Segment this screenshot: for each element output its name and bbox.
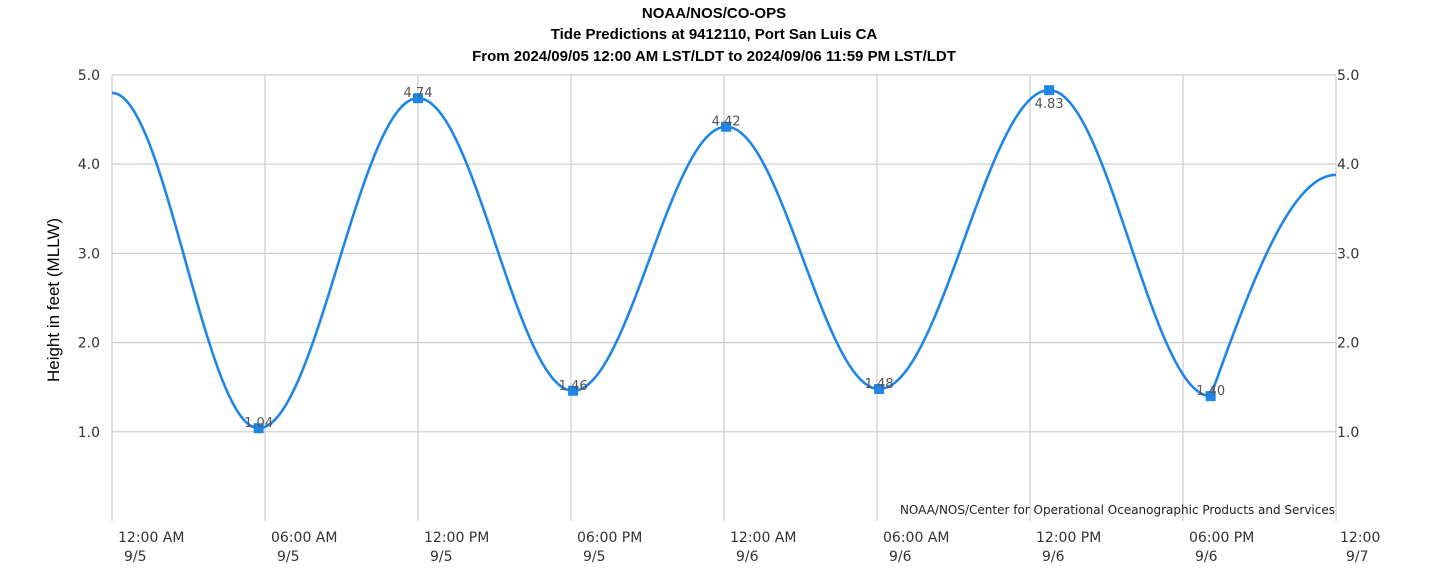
y-axis-right: 1.0 2.0 3.0 4.0 5.0	[1337, 68, 1359, 441]
chart-title-line-2: Tide Predictions at 9412110, Port San Lu…	[551, 26, 878, 43]
x-tick-label-time: 12:00 PM	[1036, 530, 1101, 546]
y-axis-left: 1.0 2.0 3.0 4.0 5.0	[78, 68, 100, 441]
y-tick-label-right: 3.0	[1337, 246, 1359, 262]
x-tick-label-time: 12:00	[1340, 530, 1380, 546]
x-tick-label-time: 06:00 AM	[271, 530, 337, 546]
y-tick-label-left: 1.0	[78, 425, 100, 441]
x-tick-label-time: 12:00 AM	[118, 530, 184, 546]
y-tick-label-left: 5.0	[78, 68, 100, 84]
x-tick-label-time: 06:00 AM	[883, 530, 949, 546]
high-tide-marker[interactable]	[413, 93, 423, 104]
x-tick-label-time: 06:00 PM	[1189, 530, 1254, 546]
extrema-markers: 1.04 4.74 1.46 4.42 1.48 4.83 1.40	[244, 85, 1225, 434]
high-tide-marker[interactable]	[1044, 85, 1055, 96]
y-tick-label-right: 4.0	[1337, 157, 1359, 173]
x-tick-label-time: 06:00 PM	[577, 530, 642, 546]
x-tick-label-date: 9/7	[1346, 549, 1369, 565]
chart-credit: NOAA/NOS/Center for Operational Oceanogr…	[900, 503, 1335, 517]
x-tick-label-date: 9/5	[124, 549, 147, 565]
y-tick-label-right: 5.0	[1337, 68, 1359, 84]
x-tick-label-date: 9/6	[889, 549, 912, 565]
data-label: 4.83	[1035, 97, 1064, 112]
x-tick-label-time: 12:00 PM	[424, 530, 489, 546]
data-label: 1.04	[244, 416, 273, 431]
x-tick-label-date: 9/5	[430, 549, 453, 565]
chart-title-block: NOAA/NOS/CO-OPS Tide Predictions at 9412…	[472, 5, 956, 65]
low-tide-marker[interactable]	[874, 383, 885, 394]
y-tick-label-right: 2.0	[1337, 336, 1359, 352]
chart-title-line-1: NOAA/NOS/CO-OPS	[642, 5, 786, 22]
y-tick-label-right: 1.0	[1337, 425, 1359, 441]
data-label: 4.42	[712, 115, 741, 130]
y-tick-label-left: 4.0	[78, 157, 100, 173]
data-label: 4.74	[404, 86, 433, 101]
x-tick-label-date: 9/6	[1042, 549, 1065, 565]
x-tick-label-date: 9/6	[1195, 549, 1218, 565]
data-label: 1.48	[865, 377, 894, 392]
y-tick-label-left: 3.0	[78, 246, 100, 262]
y-axis-label: Height in feet (MLLW)	[44, 218, 63, 382]
chart-title-line-3: From 2024/09/05 12:00 AM LST/LDT to 2024…	[472, 48, 956, 65]
data-label: 1.46	[559, 379, 588, 394]
x-tick-label-time: 12:00 AM	[730, 530, 796, 546]
low-tide-marker[interactable]	[568, 385, 579, 396]
x-tick-label-date: 9/5	[583, 549, 606, 565]
data-label: 1.40	[1196, 384, 1225, 399]
low-tide-marker[interactable]	[1205, 391, 1216, 402]
x-tick-label-date: 9/6	[736, 549, 759, 565]
y-tick-label-left: 2.0	[78, 336, 100, 352]
x-tick-label-date: 9/5	[277, 549, 300, 565]
x-axis: 12:00 AM 9/5 06:00 AM 9/5 12:00 PM 9/5 06:00 P…	[118, 530, 1380, 565]
grid-layer	[111, 74, 1337, 521]
high-tide-marker[interactable]	[721, 121, 732, 132]
low-tide-marker[interactable]	[253, 423, 264, 434]
